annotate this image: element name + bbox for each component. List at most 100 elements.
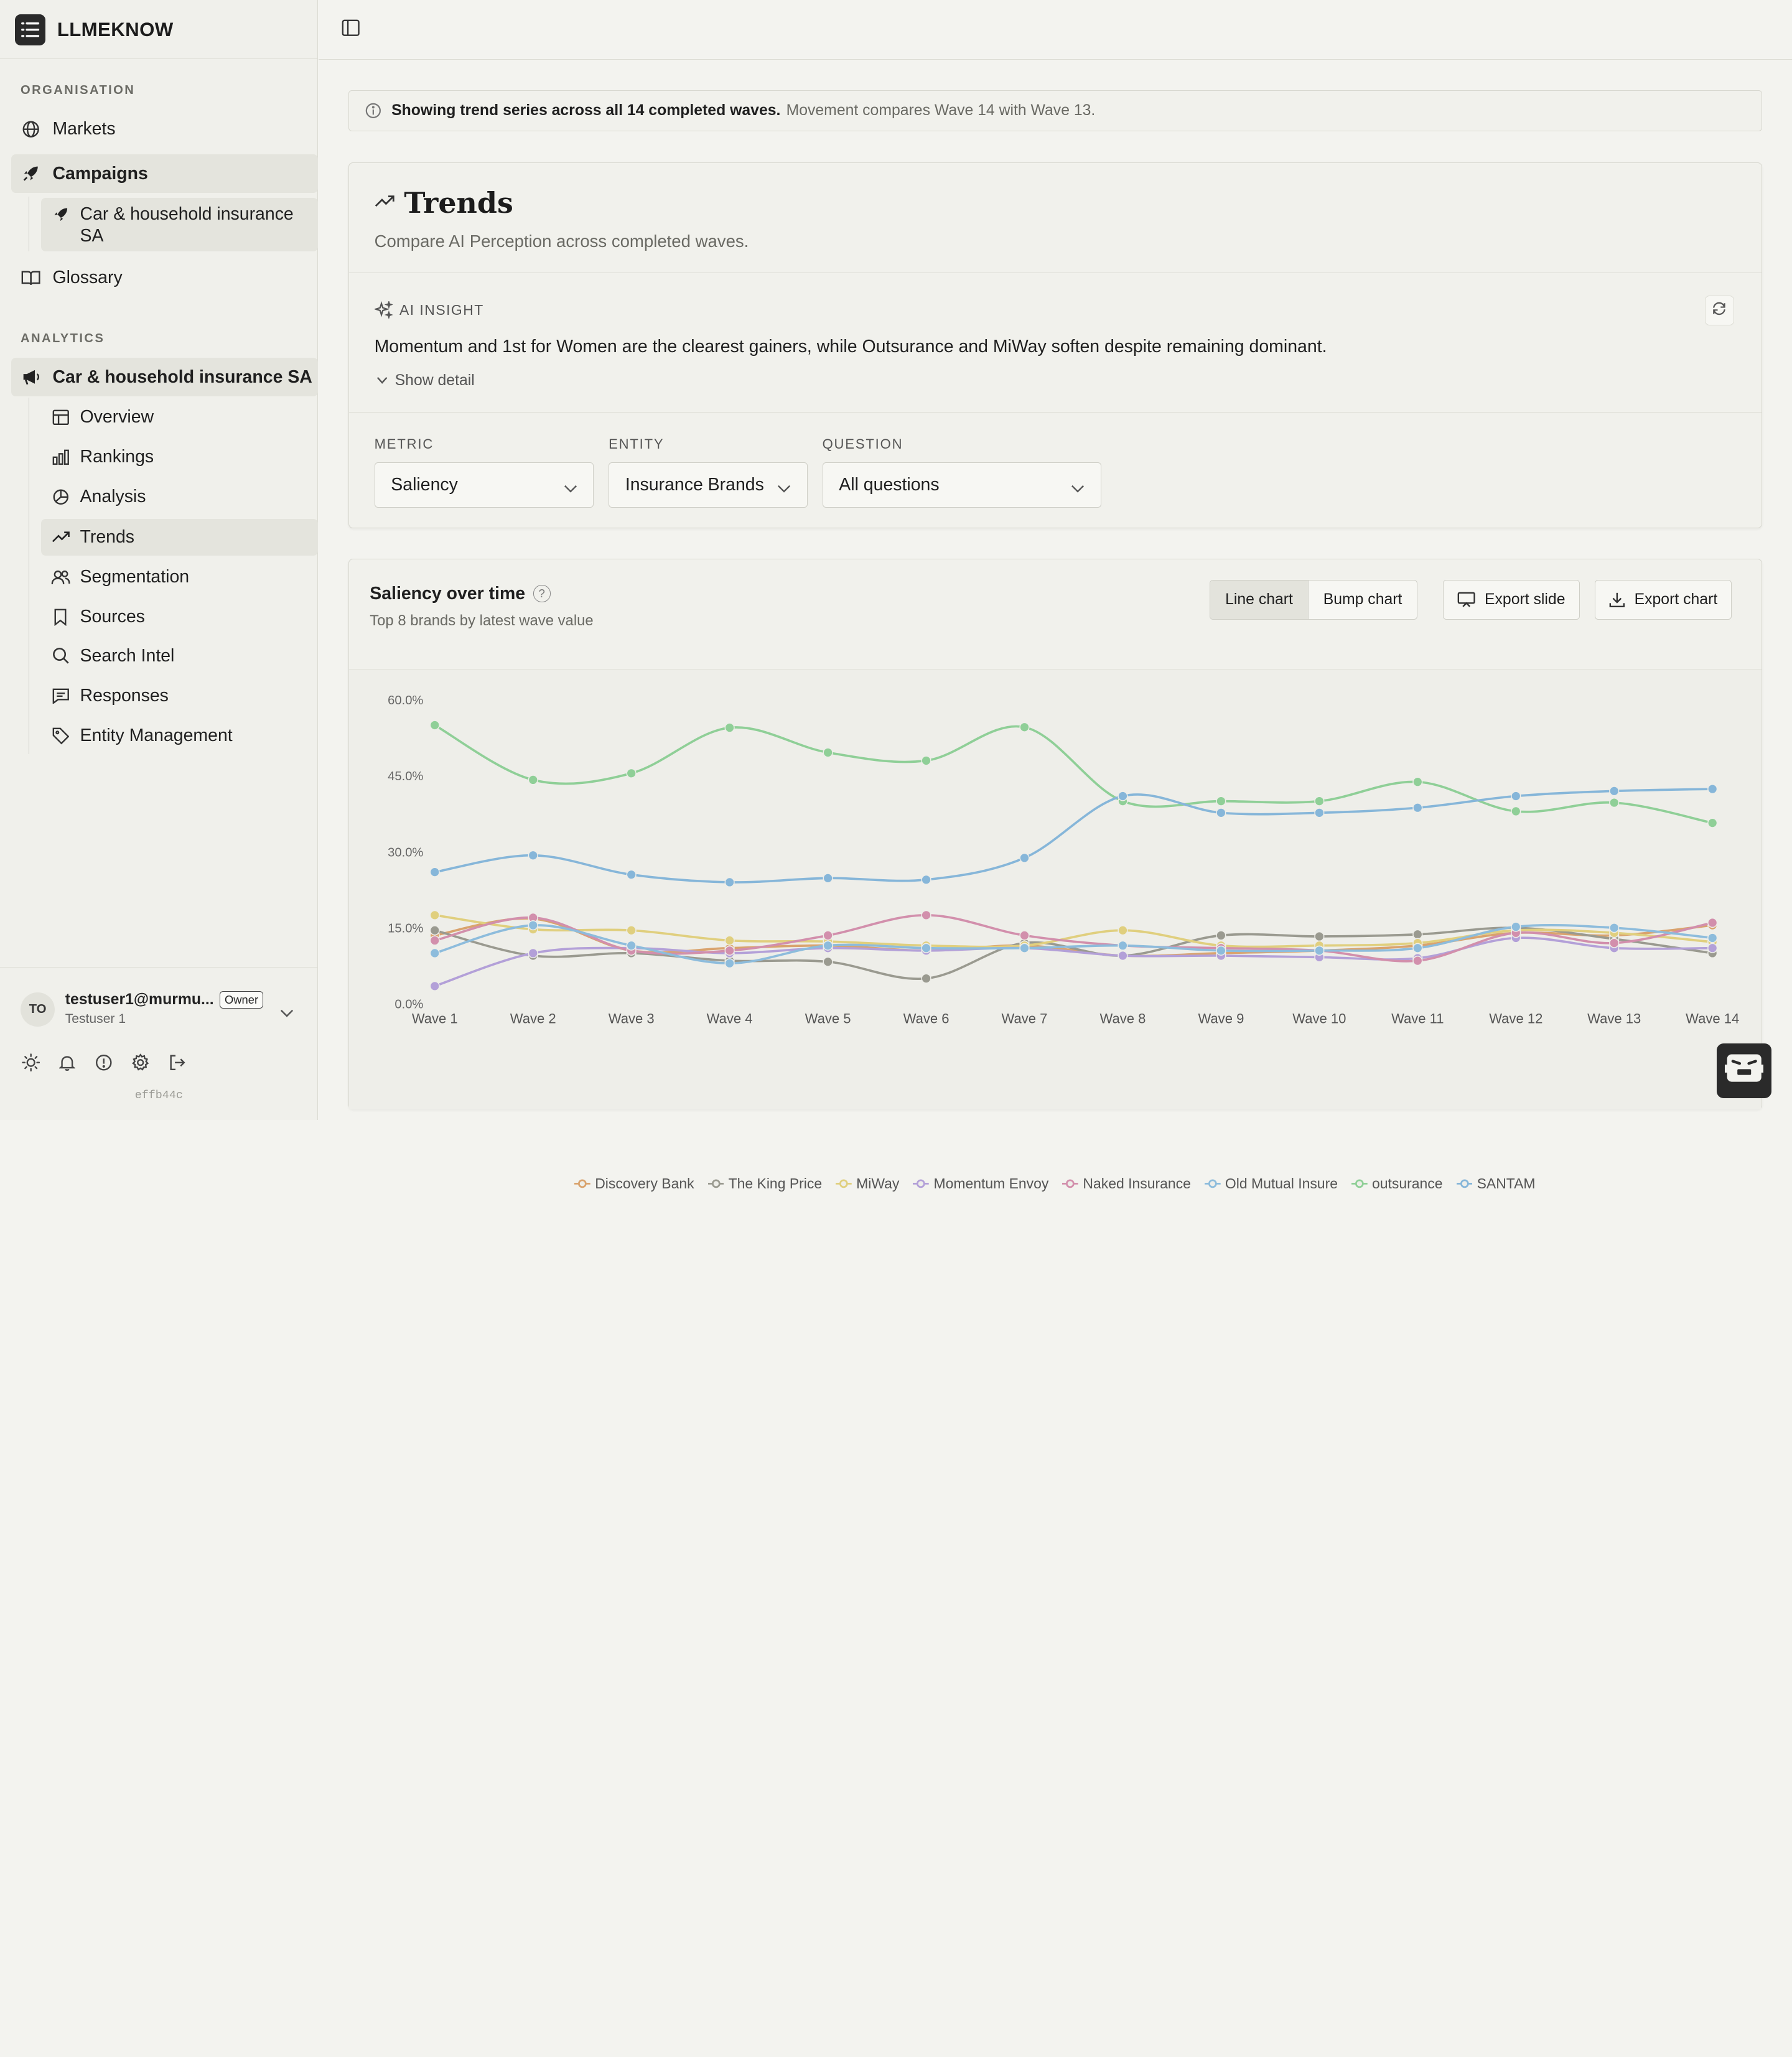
data-point: [1412, 777, 1423, 788]
chart-area: 0.0% 15.0% 30.0% 45.0% 60.0% Wave 1 Wave 2 Wave…: [349, 670, 1761, 1192]
theme-sun-icon[interactable]: [21, 1052, 41, 1073]
sidebar-item-campaign-analytics[interactable]: Car & household insurance SA: [11, 357, 318, 397]
banner-muted-text: Movement compares Wave 14 with Wave 13.: [786, 102, 1096, 119]
message-icon: [50, 686, 71, 706]
data-point: [429, 935, 441, 946]
export-slide-label: Export slide: [1485, 591, 1566, 609]
sidebar-item-analysis[interactable]: Analysis: [41, 479, 317, 516]
legend-item[interactable]: Old Mutual Insure: [1204, 1175, 1338, 1192]
series-line-4: [434, 914, 1713, 963]
data-point: [1707, 918, 1718, 928]
data-point: [1314, 931, 1325, 942]
rocket-icon: [50, 205, 71, 225]
divider: [349, 412, 1762, 413]
legend-label: Old Mutual Insure: [1225, 1175, 1338, 1192]
banner-strong-text: Showing trend series across all 14 compl…: [391, 102, 781, 119]
refresh-insight-button[interactable]: [1704, 295, 1735, 325]
data-point: [1609, 938, 1620, 948]
line-chart-tab[interactable]: Line chart: [1210, 581, 1309, 620]
chevron-down-icon: [376, 376, 388, 385]
sidebar-item-trends[interactable]: Trends: [41, 518, 318, 556]
legend-marker-icon: [707, 1179, 724, 1188]
page-title: Trends: [375, 186, 513, 220]
legend-marker-icon: [1062, 1179, 1079, 1188]
section-label-organisation: ORGANISATION: [21, 83, 136, 98]
export-slide-button[interactable]: Export slide: [1442, 580, 1580, 620]
brand[interactable]: LLMEKNOW: [14, 14, 174, 45]
download-icon: [1609, 592, 1625, 608]
sidebar-item-search-intel[interactable]: Search Intel: [41, 638, 317, 674]
series-line-6: [434, 724, 1713, 824]
chevron-down-icon[interactable]: [280, 1002, 294, 1023]
data-point: [921, 755, 931, 766]
ai-insight-text: Momentum and 1st for Women are the clear…: [374, 336, 1327, 357]
layout-icon: [50, 407, 71, 427]
legend-item[interactable]: outsurance: [1351, 1175, 1443, 1192]
ai-insight-label: AI INSIGHT: [374, 301, 484, 320]
data-point: [823, 956, 833, 968]
metric-select[interactable]: Saliency: [374, 462, 594, 508]
legend-item[interactable]: Momentum Envoy: [913, 1175, 1048, 1192]
entity-select[interactable]: Insurance Brands: [609, 462, 808, 508]
sidebar-item-sources[interactable]: Sources: [41, 599, 317, 635]
metric-label: METRIC: [374, 436, 434, 452]
chevron-down-icon: [1071, 478, 1085, 498]
data-point: [1314, 808, 1325, 818]
sidebar-item-markets[interactable]: Markets: [11, 110, 317, 148]
gear-icon[interactable]: [130, 1052, 151, 1073]
role-badge: Owner: [219, 991, 264, 1009]
sidebar-item-rankings[interactable]: Rankings: [41, 439, 317, 475]
help-icon[interactable]: ?: [533, 585, 551, 602]
data-point: [1412, 929, 1423, 940]
show-detail-toggle[interactable]: Show detail: [376, 372, 475, 389]
sidebar-item-campaigns[interactable]: Campaigns: [11, 154, 318, 194]
alert-circle-icon[interactable]: [94, 1052, 114, 1073]
legend-label: Momentum Envoy: [933, 1175, 1049, 1192]
chevron-down-icon: [777, 478, 791, 498]
bell-icon[interactable]: [57, 1052, 78, 1073]
legend-item[interactable]: MiWay: [836, 1175, 899, 1192]
legend-item[interactable]: SANTAM: [1456, 1175, 1536, 1192]
x-tick-label: Wave 8: [1100, 1011, 1146, 1027]
x-tick-label: Wave 10: [1292, 1011, 1346, 1027]
data-point: [921, 943, 931, 954]
legend-item[interactable]: The King Price: [707, 1175, 823, 1192]
logout-icon[interactable]: [167, 1052, 187, 1073]
sidebar-item-campaign-car-household[interactable]: Car & household insurance SA: [41, 197, 318, 252]
legend-label: SANTAM: [1477, 1175, 1536, 1192]
data-point: [1511, 921, 1521, 932]
export-chart-button[interactable]: Export chart: [1595, 580, 1732, 620]
sidebar-item-label: Segmentation: [80, 567, 190, 587]
legend-label: Naked Insurance: [1083, 1175, 1191, 1192]
question-select[interactable]: All questions: [822, 462, 1101, 508]
sidebar-item-label: Overview: [80, 406, 154, 427]
sidebar-toggle-icon[interactable]: [342, 19, 360, 42]
data-point: [724, 958, 735, 969]
users-icon: [50, 567, 71, 587]
legend-marker-icon: [1351, 1179, 1368, 1188]
sidebar-item-label: Search Intel: [80, 645, 175, 666]
assistant-bot-button[interactable]: [1716, 1043, 1771, 1099]
sidebar-item-responses[interactable]: Responses: [41, 678, 317, 714]
legend-item[interactable]: Naked Insurance: [1062, 1175, 1191, 1192]
bump-chart-tab[interactable]: Bump chart: [1323, 591, 1402, 609]
app-root: LLMEKNOW ORGANISATION Markets Campaigns …: [0, 0, 1792, 1192]
data-point: [1707, 933, 1718, 943]
sidebar-item-label: Analysis: [80, 487, 146, 507]
build-id: effb44c: [134, 1088, 183, 1102]
data-point: [921, 875, 931, 885]
bookmark-icon: [50, 607, 71, 627]
user-menu[interactable]: TO testuser1@murmu... Owner Testuser 1 e…: [0, 966, 318, 1120]
legend-item[interactable]: Discovery Bank: [574, 1175, 694, 1192]
divider: [0, 58, 318, 59]
data-point: [1019, 930, 1030, 941]
data-point: [528, 948, 538, 959]
legend-label: The King Price: [728, 1175, 823, 1192]
pie-chart-icon: [50, 487, 71, 507]
sidebar-item-segmentation[interactable]: Segmentation: [41, 559, 317, 595]
x-tick-label: Wave 4: [707, 1011, 753, 1027]
sidebar-item-glossary[interactable]: Glossary: [11, 258, 317, 297]
sidebar-item-overview[interactable]: Overview: [41, 399, 317, 436]
sidebar-item-entity-management[interactable]: Entity Management: [41, 717, 317, 754]
sidebar-item-label: Rankings: [80, 447, 154, 467]
